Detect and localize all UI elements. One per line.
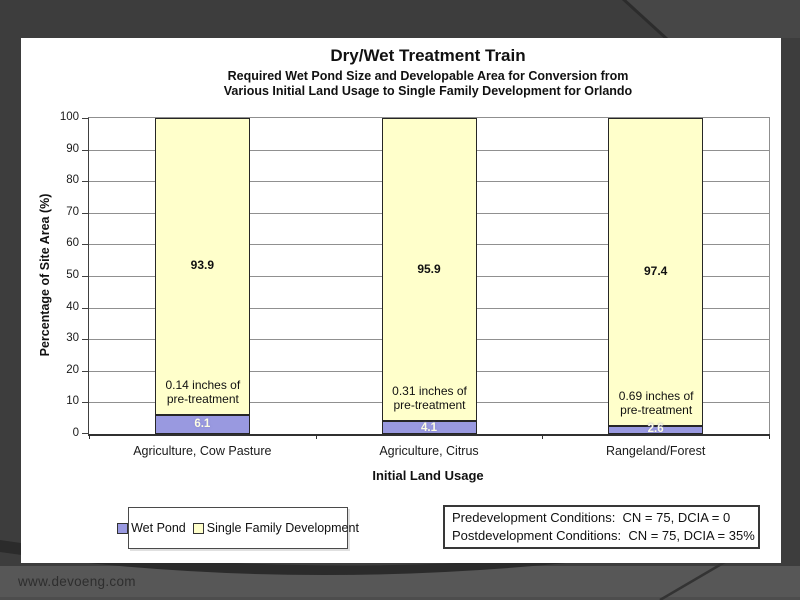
x-tick-mark xyxy=(542,434,544,439)
y-tick-label: 20 xyxy=(66,363,79,376)
y-tick-label: 60 xyxy=(66,237,79,250)
y-tick-label: 90 xyxy=(66,142,79,155)
pretreatment-annotation-line1: 0.14 inches of xyxy=(165,377,241,392)
y-tick-label: 100 xyxy=(59,111,79,123)
y-tick-label: 50 xyxy=(66,269,79,281)
x-tick-mark xyxy=(89,434,90,439)
bar-segment-wet-pond xyxy=(154,414,250,434)
y-tick-mark xyxy=(82,149,88,151)
y-tick-mark xyxy=(82,181,88,183)
y-tick-label: 30 xyxy=(66,332,79,345)
conditions-line-predevelopment: Predevelopment Conditions: CN = 75, DCIA… xyxy=(452,510,731,525)
single-family-value-label: 97.4 xyxy=(643,263,668,278)
wet-pond-value-label: 4.1 xyxy=(421,421,437,434)
bar-group: 93.9 6.1 0.14 inches of pre-treatment xyxy=(154,118,250,434)
y-tick-label: 10 xyxy=(66,395,79,408)
wet-pond-swatch-icon xyxy=(117,522,129,534)
chart-title: Dry/Wet Treatment Train xyxy=(330,46,526,65)
y-tick-mark xyxy=(82,118,88,119)
pretreatment-annotation: 0.31 inches of pre-treatment xyxy=(360,384,500,412)
bar-group: 97.4 2.6 0.69 inches of pre-treatment xyxy=(608,118,704,435)
watermark: www.devoeng.com xyxy=(18,574,136,589)
chart-subtitle-line1: Required Wet Pond Size and Developable A… xyxy=(227,69,629,83)
bar-group: 95.9 4.1 0.31 inches of pre-treatment xyxy=(381,118,477,434)
y-tick-mark xyxy=(82,433,88,434)
y-tick-mark xyxy=(82,307,88,309)
legend-item: Single Family Development xyxy=(192,521,359,535)
chart-subtitle-line2: Various Initial Land Usage to Single Fam… xyxy=(223,84,633,98)
pretreatment-annotation-line2: pre-treatment xyxy=(393,398,466,413)
x-tick-mark xyxy=(315,434,317,439)
wet-pond-value-label: 2.6 xyxy=(647,423,664,435)
single-family-value-label: 95.9 xyxy=(417,261,441,276)
x-category-label: Agriculture, Cow Pasture xyxy=(133,444,272,458)
bottom-swoosh xyxy=(0,540,690,576)
y-tick-label: 0 xyxy=(72,427,79,439)
y-tick-label: 40 xyxy=(66,300,79,313)
top-right-accent xyxy=(625,0,800,38)
x-category-label: Agriculture, Citrus xyxy=(379,444,479,458)
y-tick-mark xyxy=(82,370,88,372)
conditions-line-postdevelopment: Postdevelopment Conditions: CN = 75, DCI… xyxy=(452,528,755,543)
pretreatment-annotation: 0.14 inches of pre-treatment xyxy=(133,378,273,406)
pretreatment-annotation: 0.69 inches of pre-treatment xyxy=(586,389,726,417)
y-tick-mark xyxy=(82,339,88,341)
plot-area: 0 10 20 30 40 50 60 70 80 90 100 93.9 6.1 0.14 inches… xyxy=(60,111,770,458)
single-family-value-label: 93.9 xyxy=(190,258,214,273)
conditions-box: Predevelopment Conditions: CN = 75, DCIA… xyxy=(443,505,760,549)
y-tick-mark xyxy=(82,276,88,277)
legend-item: Wet Pond xyxy=(117,521,186,535)
legend-label: Single Family Development xyxy=(206,521,359,535)
pretreatment-annotation-line2: pre-treatment xyxy=(166,391,239,406)
x-tick-mark xyxy=(769,434,770,439)
legend-label: Wet Pond xyxy=(131,521,186,535)
top-right-diagonal-line xyxy=(621,0,670,42)
footer-bottom-edge xyxy=(0,597,800,600)
legend: Wet Pond Single Family Development xyxy=(117,507,359,549)
wet-pond-value-label: 6.1 xyxy=(194,418,211,431)
y-tick-label: 70 xyxy=(66,205,79,218)
x-category-label: Rangeland/Forest xyxy=(605,444,706,458)
single-family-swatch-icon xyxy=(192,522,204,534)
pretreatment-annotation-line2: pre-treatment xyxy=(620,402,693,417)
bar-segment-single-family-development xyxy=(608,118,704,426)
y-tick-mark xyxy=(82,244,88,246)
slide: Dry/Wet Treatment Train Required Wet Pon… xyxy=(21,38,781,563)
x-axis-title: Initial Land Usage xyxy=(372,468,484,483)
y-tick-mark xyxy=(82,402,88,404)
pretreatment-annotation-line1: 0.31 inches of xyxy=(392,384,467,399)
bar-segment-wet-pond xyxy=(381,421,477,434)
bar-segment-single-family-development xyxy=(381,118,477,422)
y-tick-label: 80 xyxy=(66,174,79,187)
bar-segment-wet-pond xyxy=(608,425,704,434)
y-tick-mark xyxy=(82,212,88,214)
bar-segment-single-family-development xyxy=(154,118,250,415)
pretreatment-annotation-line1: 0.69 inches of xyxy=(618,388,694,403)
